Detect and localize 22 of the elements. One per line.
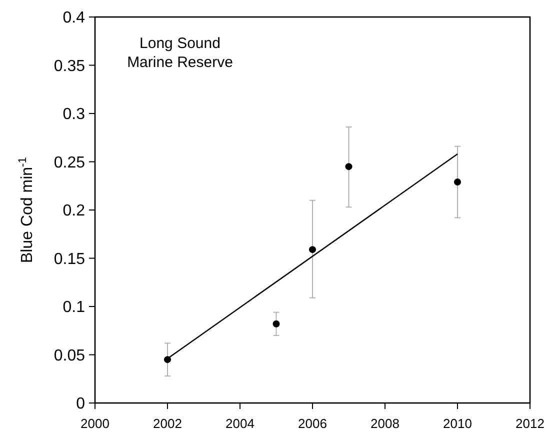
point (272, 320, 280, 328)
x-tick-label: 2004 (226, 416, 254, 431)
point (454, 178, 461, 186)
x-tick-label: 2010 (443, 416, 472, 431)
x-tick-label: 2002 (153, 416, 182, 431)
y-tick-label: 0.2 (62, 202, 86, 220)
point (164, 356, 171, 364)
point (309, 246, 316, 254)
y-tick-label: 0.05 (54, 347, 86, 364)
x-tick-label: 2012 (516, 416, 544, 431)
x-tick-label: 2006 (298, 416, 327, 431)
y-tick-label: 0.35 (54, 58, 86, 75)
y-tick-label: 0.1 (62, 299, 86, 316)
y-tick-label: 0.3 (62, 106, 86, 124)
y-tick-label: 0.25 (54, 154, 86, 172)
x-tick-label: 2000 (80, 416, 110, 431)
point (345, 163, 352, 170)
y-tick-label: 0 (76, 396, 86, 413)
y-tick-label: 0.15 (54, 250, 86, 268)
annotation: Long Sound Marine Reserve (127, 35, 233, 71)
x-tick-label: 2008 (370, 416, 400, 431)
y-tick-label: 0.4 (62, 10, 86, 27)
